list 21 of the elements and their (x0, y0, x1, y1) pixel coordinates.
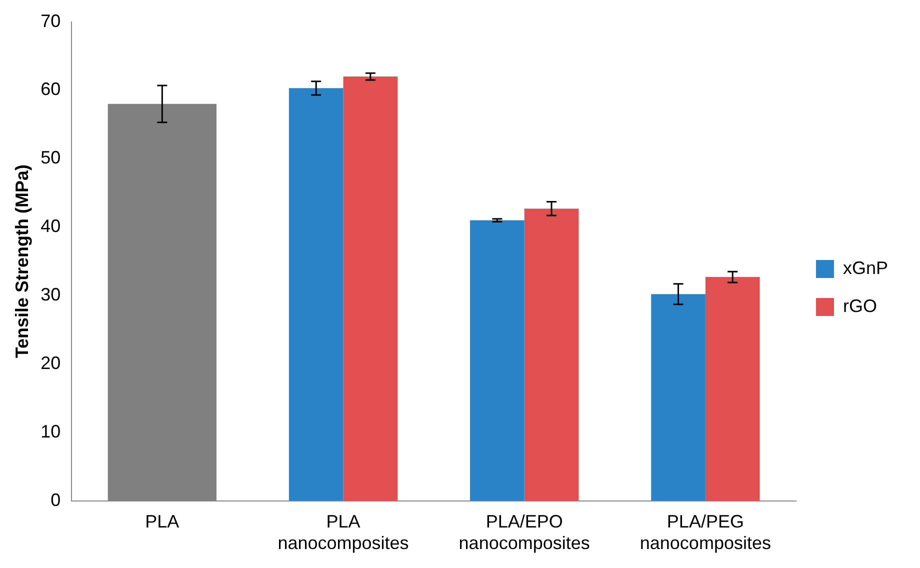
y-tick-label: 0 (50, 490, 61, 510)
y-tick-label: 30 (40, 284, 61, 304)
y-tick-label: 10 (40, 421, 61, 442)
x-tick-label: PLA/EPO nanocomposites (458, 512, 590, 554)
bar (288, 88, 344, 501)
x-tick-label: PLA/PEG nanocomposites (640, 512, 771, 554)
y-tick-label: 70 (40, 10, 61, 31)
bar (524, 208, 579, 501)
y-tick-label: 40 (40, 216, 61, 236)
bar (343, 76, 398, 501)
legend-label: rGO (842, 296, 877, 316)
y-axis-title: Tensile Strength (MPa) (12, 164, 32, 358)
x-tick-label: PLA nanocomposites (278, 512, 409, 554)
y-tick-label: 20 (40, 352, 61, 373)
y-tick-label: 50 (40, 148, 61, 168)
bar (651, 294, 706, 501)
y-tick-label: 60 (40, 79, 61, 100)
x-tick-label: PLA (145, 512, 180, 532)
bar (470, 220, 524, 501)
legend-label: xGnP (842, 258, 888, 278)
bar (705, 277, 760, 501)
